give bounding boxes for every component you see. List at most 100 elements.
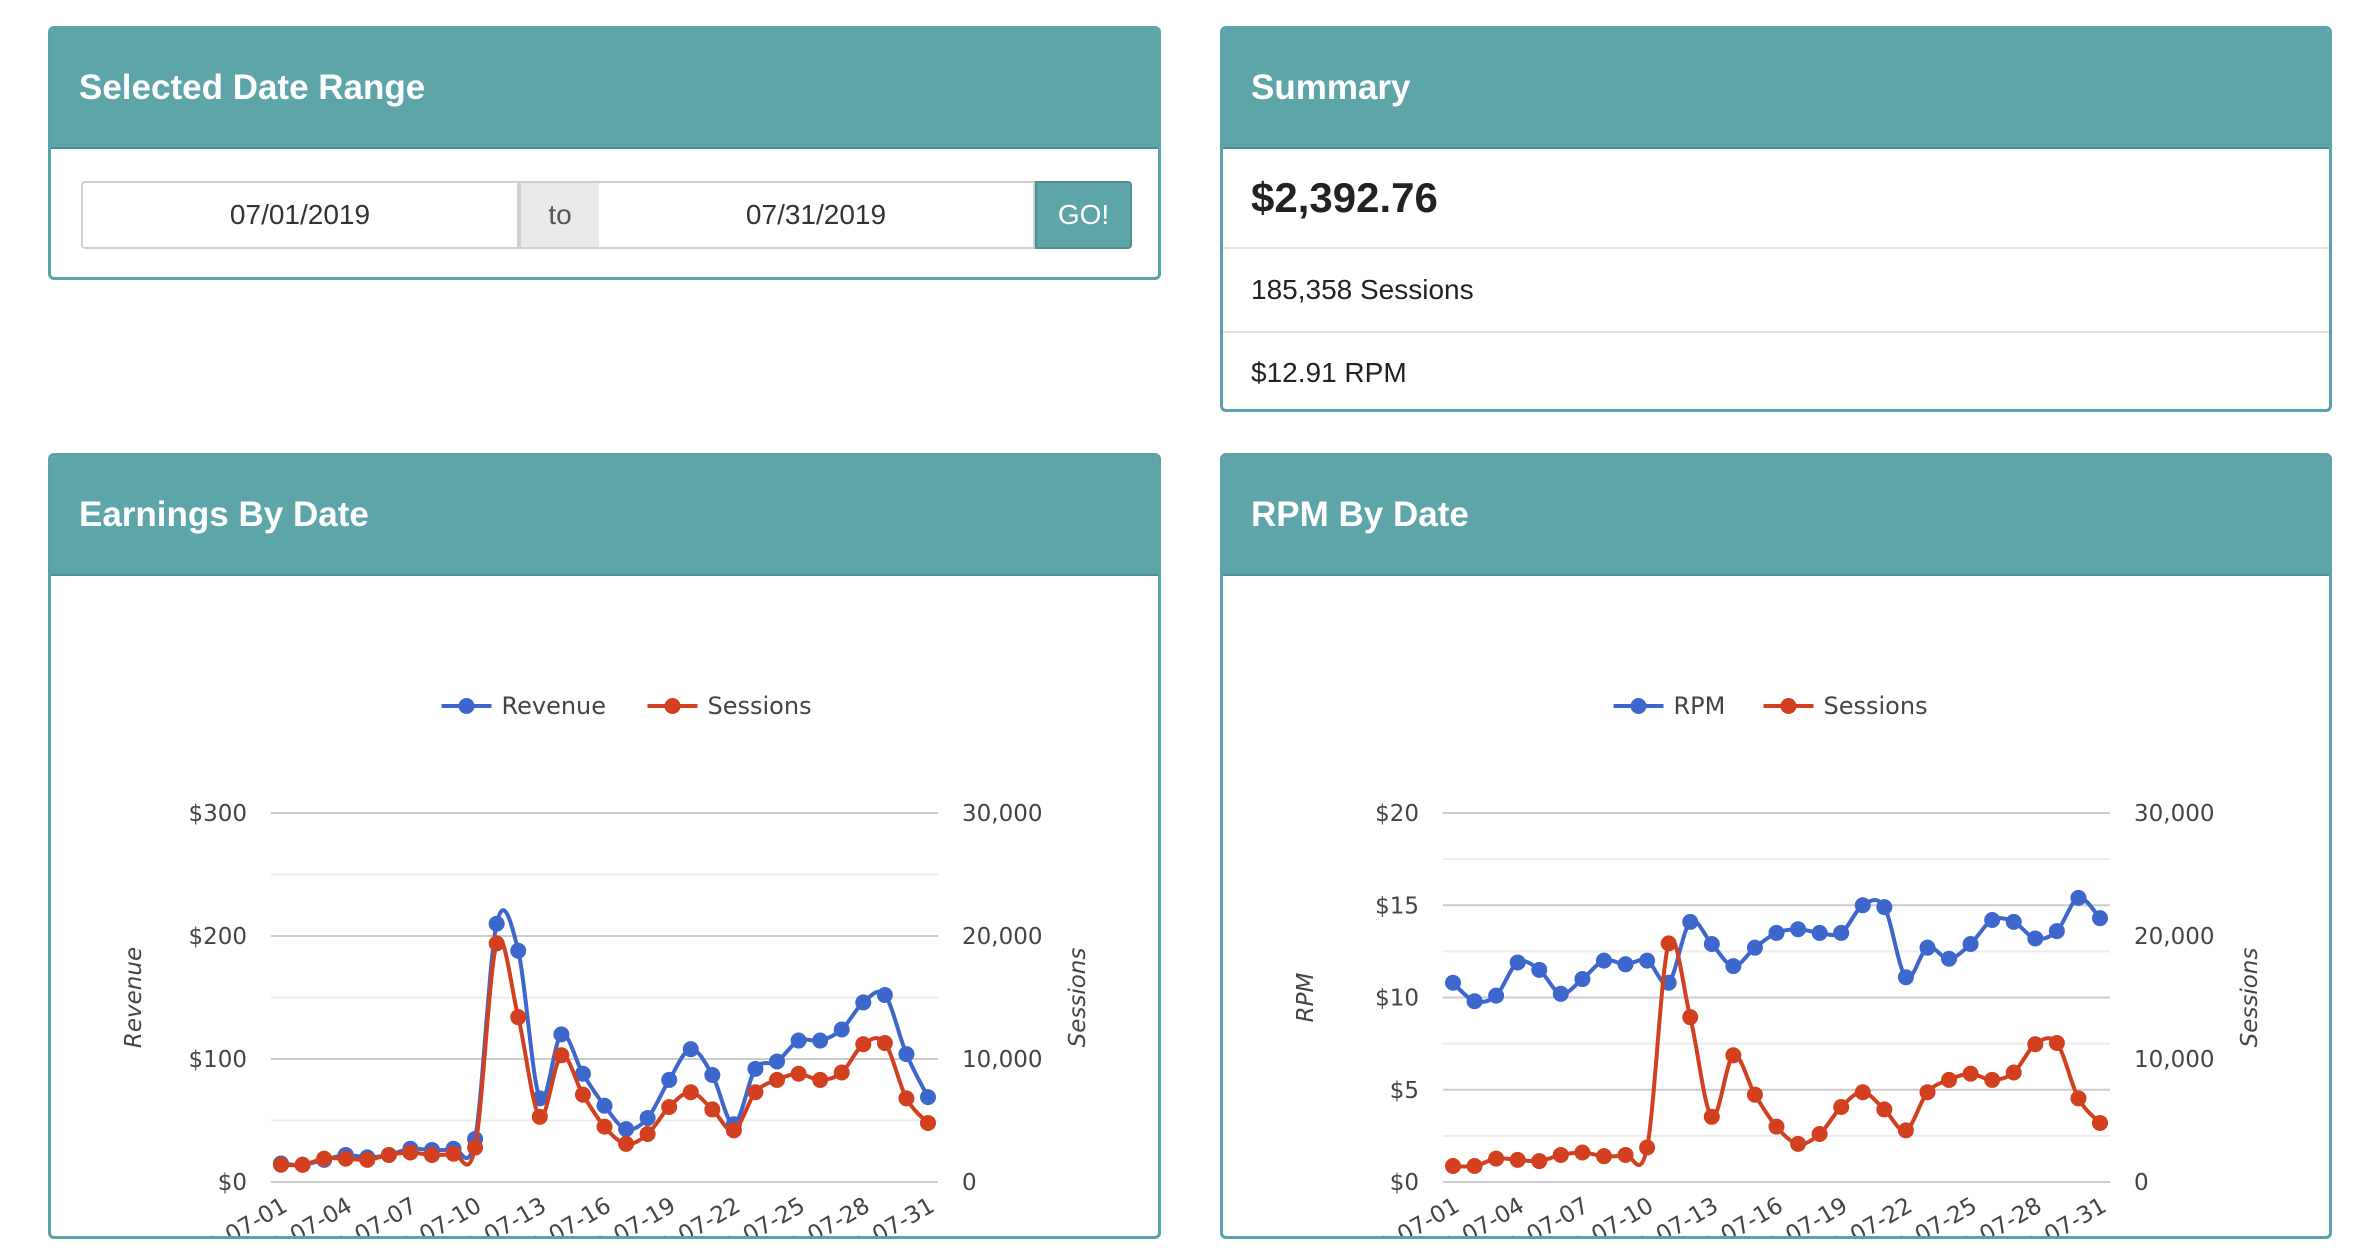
data-point-sessions [337, 1150, 354, 1167]
data-point-sessions [1962, 1065, 1979, 1082]
data-point-sessions [1574, 1144, 1591, 1161]
data-point-sessions [790, 1065, 807, 1082]
data-point-revenue [812, 1032, 829, 1049]
x-tick-label: 2019-07-01 [1335, 1193, 1464, 1236]
data-point-revenue [510, 942, 527, 959]
legend-label: Sessions [1824, 692, 1928, 720]
data-point-sessions [316, 1150, 333, 1167]
data-point-sessions [402, 1144, 419, 1161]
date-range-panel: Selected Date Range to GO! [48, 26, 1161, 280]
data-point-rpm [1790, 921, 1807, 938]
data-point-rpm [1768, 924, 1785, 941]
data-point-rpm [1941, 950, 1958, 967]
data-point-sessions [1725, 1047, 1742, 1064]
data-point-rpm [1552, 985, 1569, 1002]
y-left-tick-label: $20 [1375, 801, 1419, 827]
start-date-input[interactable] [81, 181, 519, 249]
data-point-sessions [1552, 1146, 1569, 1163]
data-point-sessions [682, 1084, 699, 1101]
data-point-rpm [1746, 939, 1763, 956]
y-left-tick-label: $10 [1375, 986, 1419, 1012]
to-label: to [519, 181, 599, 249]
data-point-sessions [1833, 1098, 1850, 1115]
data-point-sessions [725, 1122, 742, 1139]
data-point-rpm [1595, 952, 1612, 969]
data-point-rpm [1833, 924, 1850, 941]
data-point-sessions [639, 1126, 656, 1143]
data-point-sessions [1660, 935, 1677, 952]
data-point-sessions [769, 1071, 786, 1088]
data-point-sessions [1790, 1135, 1807, 1152]
data-point-sessions [1617, 1146, 1634, 1163]
data-point-revenue [747, 1060, 764, 1077]
rpm-chart: $0 $5 $10 $15 $20 0 10,000 20,000 30,000 RPM Sessi… [1293, 692, 2263, 1236]
end-date-input[interactable] [599, 181, 1035, 249]
data-point-revenue [833, 1021, 850, 1038]
data-point-revenue [682, 1041, 699, 1058]
y-right-tick-label: 30,000 [2134, 801, 2214, 827]
data-point-rpm [1984, 912, 2001, 929]
data-point-sessions [1445, 1158, 1461, 1175]
earnings-chart-panel: Earnings By Date $0 $100 $200 $300 0 10,000 20… [48, 453, 1161, 1239]
rpm-chart-title: RPM By Date [1223, 456, 2329, 576]
data-point-sessions [1811, 1126, 1828, 1143]
data-point-revenue [920, 1089, 936, 1106]
data-point-sessions [1639, 1139, 1656, 1156]
summary-panel: Summary $2,392.76 185,358 Sessions $12.9… [1220, 26, 2332, 412]
data-point-sessions [812, 1071, 829, 1088]
y-left-tick-label: $5 [1390, 1078, 1419, 1104]
earnings-chart: $0 $100 $200 $300 0 10,000 20,000 30,000 Revenue… [121, 692, 1091, 1236]
data-point-sessions [2092, 1114, 2108, 1131]
data-point-sessions [467, 1139, 484, 1156]
legend-item-1: Sessions [647, 692, 812, 720]
data-point-rpm [1897, 969, 1914, 986]
data-point-rpm [1574, 971, 1591, 988]
y-left-axis-label: Revenue [121, 947, 147, 1048]
data-point-rpm [1703, 935, 1720, 952]
legend-swatch-marker [458, 698, 475, 714]
y-right-tick-label: 10,000 [2134, 1047, 2214, 1073]
data-point-revenue [790, 1032, 807, 1049]
legend-item-0: Revenue [441, 692, 606, 720]
data-point-revenue [661, 1071, 678, 1088]
data-point-sessions [898, 1090, 915, 1107]
data-point-sessions [661, 1098, 678, 1115]
data-point-sessions [294, 1156, 311, 1173]
data-point-sessions [1488, 1150, 1505, 1167]
data-point-revenue [639, 1110, 656, 1127]
go-button[interactable]: GO! [1035, 181, 1132, 249]
data-point-rpm [2027, 930, 2044, 947]
data-point-sessions [1746, 1086, 1763, 1103]
legend-swatch-marker [1630, 698, 1647, 714]
data-point-rpm [1962, 935, 1979, 952]
data-point-sessions [2048, 1035, 2065, 1052]
y-left-tick-label: $0 [218, 1170, 247, 1196]
data-point-revenue [553, 1026, 570, 1043]
summary-amount: $2,392.76 [1223, 149, 2329, 249]
data-point-sessions [553, 1047, 570, 1064]
data-point-sessions [2070, 1090, 2087, 1107]
data-point-sessions [531, 1108, 548, 1125]
data-point-sessions [1466, 1158, 1483, 1175]
data-point-sessions [1768, 1118, 1785, 1135]
data-point-sessions [618, 1135, 635, 1152]
legend-swatch-marker [664, 698, 681, 714]
data-point-sessions [1595, 1148, 1612, 1165]
data-point-sessions [574, 1086, 591, 1103]
data-point-sessions [1876, 1101, 1893, 1118]
data-point-rpm [1531, 961, 1548, 978]
data-point-sessions [1854, 1084, 1871, 1101]
data-point-sessions [1941, 1071, 1958, 1088]
data-point-sessions [596, 1118, 613, 1135]
data-point-rpm [1854, 897, 1871, 914]
y-left-tick-label: $100 [188, 1047, 247, 1073]
data-point-sessions [1509, 1151, 1526, 1168]
data-point-rpm [1509, 954, 1526, 971]
data-point-sessions [920, 1114, 936, 1131]
y-left-tick-label: $200 [188, 924, 247, 950]
data-point-rpm [1639, 952, 1656, 969]
y-left-tick-label: $300 [188, 801, 247, 827]
data-point-revenue [898, 1046, 915, 1063]
data-point-sessions [2027, 1036, 2044, 1053]
data-point-sessions [1984, 1071, 2001, 1088]
